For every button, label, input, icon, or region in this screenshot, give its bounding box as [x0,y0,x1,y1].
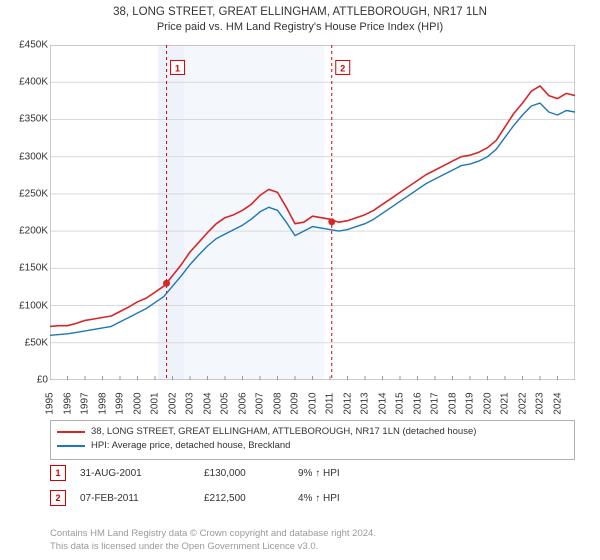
x-tick-label: 2009 [290,392,301,414]
x-tick-label: 2004 [202,392,213,414]
legend-row-1: 38, LONG STREET, GREAT ELLINGHAM, ATTLEB… [57,425,568,439]
x-tick-label: 2015 [395,392,406,414]
x-tick-label: 2014 [377,392,388,414]
x-tick-label: 1998 [97,392,108,414]
y-tick-label: £250K [0,188,48,199]
x-tick-label: 2016 [412,392,423,414]
y-tick-label: £150K [0,263,48,274]
x-tick-label: 2019 [465,392,476,414]
legend-row-2: HPI: Average price, detached house, Brec… [57,439,568,453]
x-tick-label: 2002 [167,392,178,414]
title-line-2: Price paid vs. HM Land Registry's House … [0,20,600,35]
x-tick-label: 1996 [62,392,73,414]
legend-swatch-2 [57,445,85,447]
x-tick-label: 2020 [482,392,493,414]
x-tick-label: 2003 [185,392,196,414]
sale-price-1: £130,000 [204,468,284,479]
footer-line-1: Contains HM Land Registry data © Crown c… [50,528,376,541]
sale-price-2: £212,500 [204,493,284,504]
legend-label-1: 38, LONG STREET, GREAT ELLINGHAM, ATTLEB… [91,425,476,439]
x-tick-label: 2011 [325,393,336,415]
title-line-1: 38, LONG STREET, GREAT ELLINGHAM, ATTLEB… [0,4,600,20]
y-tick-label: £400K [0,77,48,88]
x-tick-label: 2000 [132,392,143,414]
y-tick-label: £100K [0,300,48,311]
y-tick-label: £450K [0,40,48,51]
x-tick-label: 2024 [552,392,563,414]
x-tick-label: 2013 [360,392,371,414]
footer-line-2: This data is licensed under the Open Gov… [50,541,376,554]
sale-row-1: 1 31-AUG-2001 £130,000 9% ↑ HPI [50,465,340,481]
x-tick-label: 2017 [430,392,441,414]
chart-container: 38, LONG STREET, GREAT ELLINGHAM, ATTLEB… [0,0,600,560]
x-tick-label: 2001 [150,392,161,414]
y-tick-label: £300K [0,151,48,162]
sale-marker-1-icon: 1 [50,465,66,481]
x-tick-label: 2021 [500,392,511,414]
x-tick-label: 2008 [272,392,283,414]
x-tick-label: 1997 [80,392,91,414]
line-chart-svg: 12 [50,45,575,380]
sale-delta-2: 4% ↑ HPI [298,493,340,504]
sale-marker-2-icon: 2 [50,490,66,506]
x-tick-label: 2010 [307,392,318,414]
legend-swatch-1 [57,431,85,433]
x-tick-label: 2007 [255,392,266,414]
svg-text:2: 2 [340,63,345,73]
svg-text:1: 1 [175,63,180,73]
sale-date-2: 07-FEB-2011 [80,493,190,504]
x-tick-label: 2018 [447,392,458,414]
x-tick-label: 2012 [342,392,353,414]
y-tick-label: £350K [0,114,48,125]
title-block: 38, LONG STREET, GREAT ELLINGHAM, ATTLEB… [0,0,600,35]
sale-row-2: 2 07-FEB-2011 £212,500 4% ↑ HPI [50,490,340,506]
x-tick-label: 1999 [115,392,126,414]
footer: Contains HM Land Registry data © Crown c… [50,528,376,554]
chart-area: 12 [50,45,575,380]
sale-delta-1: 9% ↑ HPI [298,468,340,479]
y-tick-label: £0 [0,375,48,386]
y-tick-label: £200K [0,226,48,237]
y-tick-label: £50K [0,337,48,348]
legend-box: 38, LONG STREET, GREAT ELLINGHAM, ATTLEB… [50,420,575,460]
x-tick-label: 2005 [220,392,231,414]
sale-date-1: 31-AUG-2001 [80,468,190,479]
legend-label-2: HPI: Average price, detached house, Brec… [91,439,290,453]
x-tick-label: 2006 [237,392,248,414]
x-tick-label: 2022 [517,392,528,414]
x-tick-label: 2023 [535,392,546,414]
x-tick-label: 1995 [45,392,56,414]
